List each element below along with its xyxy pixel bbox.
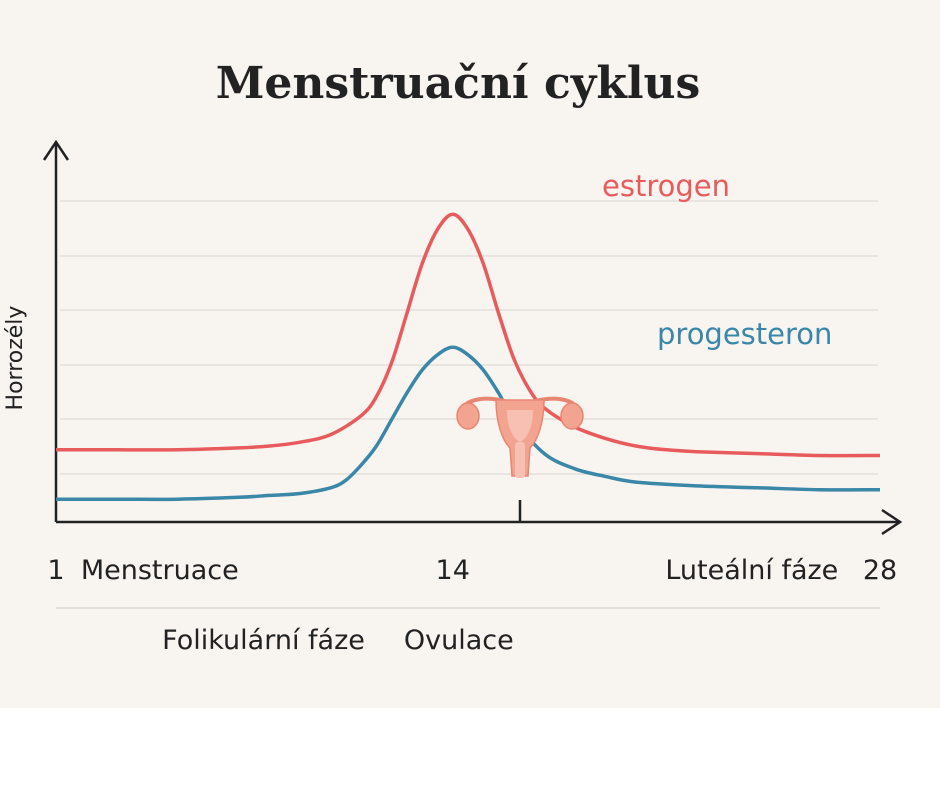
x-tick-label: 28 [863,555,897,586]
progesteron-line [55,345,881,502]
x-axis-arrow [881,508,903,536]
uterus-icon [456,396,584,478]
y-axis-label: Horrozély [3,306,28,411]
y-axis-arrow [42,139,70,161]
progesteron-legend-label: progesteron [657,317,832,351]
x-tick-label: 1 [47,555,64,586]
phase-label-ovulation: Ovulace [404,625,514,656]
chart-title: Menstruační cyklus [216,58,701,109]
chart-panel: Menstruační cyklus Horrozély estrogen pr… [0,0,940,708]
axes [42,139,903,536]
line-chart: Menstruační cyklus Horrozély estrogen pr… [3,58,903,656]
estrogen-line [55,212,881,458]
phase-label-luteal: Luteální fáze [665,555,838,586]
phase-labels-upper: Menstruace Luteální fáze [81,555,838,586]
estrogen-legend-label: estrogen [602,169,730,203]
phase-labels-lower: Folikulární fáze Ovulace [162,625,514,656]
phase-label-menstruation: Menstruace [81,555,239,586]
x-tick-labels: 1 14 28 [47,555,897,586]
x-tick-label: 14 [436,555,470,586]
phase-label-follicular: Folikulární fáze [162,625,365,656]
